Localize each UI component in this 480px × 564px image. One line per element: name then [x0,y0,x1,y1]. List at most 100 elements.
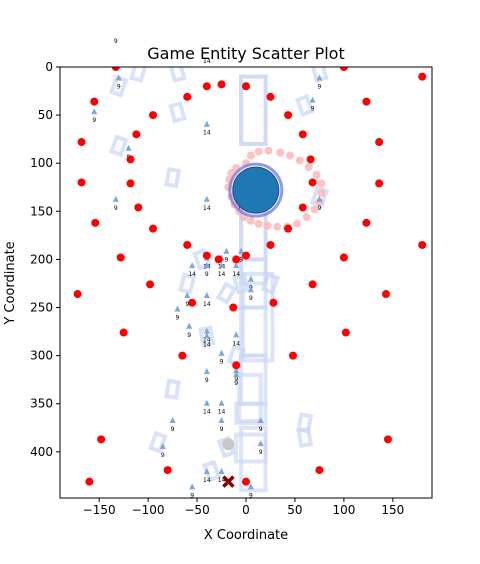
marker-label: 9 [234,376,238,383]
red-point [383,435,392,444]
trail-point [263,221,272,230]
marker-label: 14 [203,341,211,348]
marker-label: 9 [185,301,189,308]
marker-triangle [174,305,181,312]
marker-label: 9 [311,106,315,113]
x-axis-label: X Coordinate [204,528,288,543]
marker-triangle [257,417,264,424]
trail-point [292,219,301,228]
red-point [375,138,384,147]
marker-triangle [233,262,240,269]
red-point [381,290,390,299]
marker-label: 14 [218,477,226,484]
red-point [418,72,427,81]
marker-triangle [223,247,230,254]
red-point [232,255,241,264]
tilted-obstacle [296,426,314,449]
marker-triangle [169,417,176,424]
y-tick-label: 300 [30,349,53,363]
y-tick-label: 0 [45,60,53,74]
marker-label: 9 [234,380,238,387]
red-point [232,361,241,370]
marker-label: 14 [232,271,240,278]
red-point [126,155,135,164]
red-point [242,477,250,486]
red-point [183,92,192,101]
obstacle-rect [239,74,268,146]
chart-title: Game Entity Scatter Plot [147,44,344,63]
tilted-obstacle [164,378,182,401]
red-point [288,351,297,360]
trail-point [312,170,321,179]
tilted-obstacle [198,325,216,348]
marker-label: 9 [239,257,243,264]
marker-triangle [238,247,245,254]
red-point [188,298,197,307]
marker-label: 14 [203,205,211,212]
x-tick-label: −150 [83,503,116,517]
marker-label: 14 [203,301,211,308]
trail-point [264,146,273,155]
marker-label: 9 [176,314,180,321]
marker-label: 14 [203,130,211,137]
red-point [298,130,307,139]
x-tick-label: 0 [242,503,250,517]
red-point [306,155,315,164]
marker-label: 9 [114,38,118,45]
red-point [149,224,157,233]
marker-triangle [218,349,225,356]
marker-label: 14 [218,409,226,416]
tilted-obstacle [178,272,197,295]
y-tick-label: 350 [30,397,53,411]
marker-triangle [203,332,210,339]
marker-label: 14 [232,340,240,347]
marker-triangle [233,367,240,374]
red-point [375,179,384,188]
y-tick-label: 100 [30,156,53,170]
trail-point [317,189,326,198]
red-point [149,111,157,120]
x-tick-label: 150 [381,503,404,517]
marker-label: 9 [190,492,194,499]
red-point [111,67,120,71]
marker-label: 14 [203,409,211,416]
gray-point [222,438,235,451]
trail-point [246,151,255,160]
marker-triangle [247,275,254,282]
red-point [242,251,250,260]
trail-point [246,216,255,225]
red-point [91,218,100,227]
marker-label: 9 [187,332,191,339]
marker-label: 9 [220,426,224,433]
marker-label: 9 [225,257,229,264]
marker-triangle [203,195,210,202]
red-point [163,466,172,475]
marker-label: 14 [203,337,211,344]
marker-triangle [115,74,122,81]
trail-point [302,213,311,222]
red-point [266,92,275,101]
marker-label: 9 [259,426,263,433]
x-tick-label: 100 [332,503,355,517]
marker-triangle [309,96,316,103]
red-point [315,466,324,475]
red-point [134,203,143,212]
marker-triangle [186,322,193,329]
marker-triangle [247,483,254,490]
red-point [269,298,278,307]
red-point [339,253,348,262]
marker-label: 14 [203,58,211,65]
trail-point [254,219,263,228]
marker-triangle [257,440,264,447]
red-point [284,224,293,233]
plot-area: 9991499914149141499149141491499991414149… [73,67,427,499]
tilted-obstacle [294,94,315,117]
red-point [132,130,141,139]
marker-triangle [247,286,254,293]
marker-label: 9 [220,359,224,366]
tilted-obstacle [129,67,148,83]
red-point [119,328,128,337]
red-point [341,328,350,337]
red-point [308,280,317,289]
